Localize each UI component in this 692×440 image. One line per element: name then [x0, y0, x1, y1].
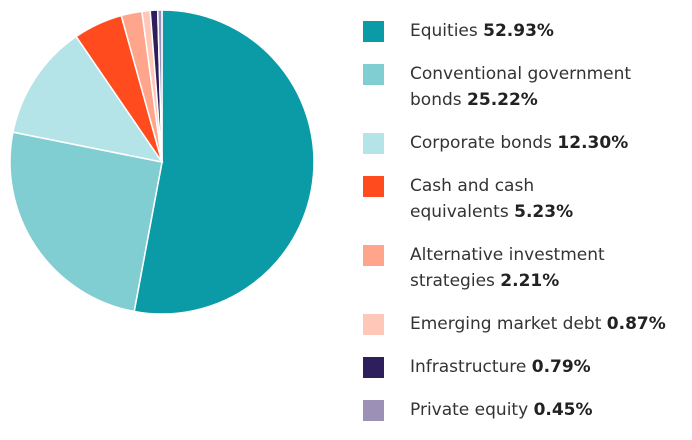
legend-item: Cash and cash equivalents 5.23% — [363, 173, 600, 225]
legend-value: 25.22% — [467, 90, 538, 110]
legend-swatch — [363, 400, 384, 421]
legend-value: 0.87% — [606, 314, 666, 334]
legend-swatch — [363, 64, 384, 85]
legend-item: Private equity 0.45% — [363, 397, 642, 423]
legend-value: 12.30% — [557, 133, 629, 153]
legend-swatch — [363, 133, 384, 154]
legend-label: Private equity — [410, 400, 529, 420]
page: Equities 52.93% Conventional government b… — [9, 9, 666, 421]
legend-value: 52.93% — [483, 21, 554, 41]
legend: Equities 52.93% Conventional government b… — [363, 18, 692, 440]
legend-item: Infrastructure 0.79% — [363, 354, 642, 380]
pie-chart — [9, 9, 315, 315]
legend-item: Corporate bonds 12.30% — [363, 130, 642, 156]
legend-label: Equities — [410, 21, 478, 41]
legend-value: 0.79% — [531, 357, 591, 377]
legend-value: 5.23% — [514, 202, 574, 222]
legend-label: Infrastructure — [410, 357, 527, 377]
pie-slice — [133, 9, 315, 315]
legend-swatch — [363, 245, 384, 266]
legend-label: Corporate bonds — [410, 133, 553, 153]
pie-slice — [12, 35, 164, 164]
legend-swatch — [363, 21, 384, 42]
legend-swatch — [363, 176, 384, 197]
legend-item: Conventional government bonds 25.22% — [363, 61, 642, 113]
legend-swatch — [363, 357, 384, 378]
legend-label: Cash and cash equivalents — [410, 176, 535, 222]
legend-label: Conventional government bonds — [410, 64, 632, 110]
legend-label: Alternative investment strategies — [410, 245, 605, 291]
legend-swatch — [363, 314, 384, 335]
pie-slice — [9, 131, 163, 313]
legend-item: Equities 52.93% — [363, 18, 642, 44]
legend-item: Alternative investment strategies 2.21% — [363, 242, 642, 294]
legend-item: Emerging market debt 0.87% — [363, 311, 666, 337]
legend-label: Emerging market debt — [410, 314, 602, 334]
pie-slice — [156, 9, 163, 163]
legend-value: 0.45% — [533, 400, 593, 420]
legend-value: 2.21% — [500, 271, 560, 291]
